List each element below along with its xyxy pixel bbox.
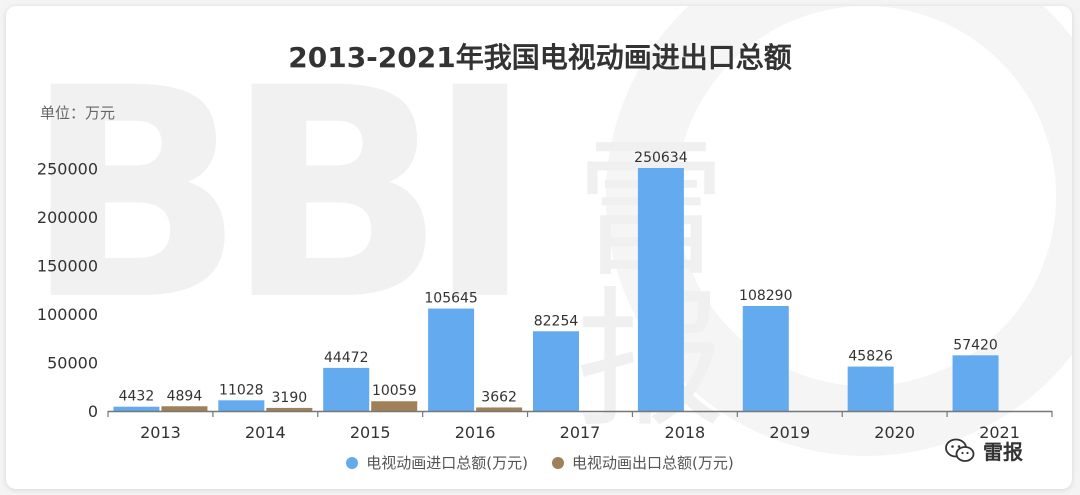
- y-tick-label: 150000: [37, 257, 98, 276]
- bar-import-2021[interactable]: [952, 355, 999, 411]
- y-tick-label: 200000: [37, 208, 98, 227]
- bar-import-2020[interactable]: [847, 366, 894, 411]
- legend-item-export[interactable]: 电视动画出口总额(万元): [552, 452, 734, 473]
- data-label: 45826: [848, 349, 893, 365]
- legend-item-import[interactable]: 电视动画进口总额(万元): [346, 452, 528, 473]
- data-label: 44472: [324, 350, 369, 366]
- y-tick-label: 100000: [37, 305, 98, 324]
- chart-card: BBI 雷报: [6, 6, 1072, 489]
- x-tick-label: 2015: [350, 423, 391, 442]
- x-tick-label: 2014: [245, 423, 286, 442]
- bar-import-2016[interactable]: [428, 308, 475, 411]
- y-tick-label: 0: [88, 402, 98, 421]
- bar-import-2018[interactable]: [637, 168, 684, 411]
- y-tick-label: 250000: [37, 160, 98, 179]
- legend-swatch-export: [552, 456, 564, 469]
- data-label: 108290: [739, 288, 792, 304]
- legend-label-export: 电视动画出口总额(万元): [572, 454, 734, 472]
- data-label: 57420: [953, 337, 998, 353]
- bar-import-2017[interactable]: [533, 331, 579, 411]
- bar-import-2015[interactable]: [323, 367, 370, 411]
- x-tick-label: 2016: [455, 423, 496, 442]
- data-label: 3190: [272, 390, 308, 406]
- bar-export-2016[interactable]: [476, 407, 523, 411]
- wechat-icon: [945, 438, 975, 462]
- bar-export-2014[interactable]: [266, 407, 313, 411]
- legend-swatch-import: [346, 456, 359, 469]
- bar-import-2014[interactable]: [218, 400, 265, 411]
- data-label: 250634: [634, 150, 688, 166]
- data-labels-group: 4432 4894 11028 3190 44472 10059 105645 3662 822…: [119, 150, 998, 406]
- bars-group: [113, 168, 999, 411]
- brand-badge: 雷报: [945, 436, 1023, 465]
- data-label: 82254: [534, 313, 579, 329]
- x-tick-label: 2019: [769, 423, 810, 442]
- bar-import-2013[interactable]: [113, 406, 160, 411]
- legend-label-import: 电视动画进口总额(万元): [366, 454, 528, 472]
- bar-export-2013[interactable]: [161, 406, 208, 411]
- brand-name: 雷报: [983, 440, 1023, 464]
- x-tick-label: 2018: [665, 423, 706, 442]
- bar-import-2019[interactable]: [742, 306, 789, 411]
- x-tick-label: 2013: [140, 423, 181, 442]
- x-tick-label: 2021: [979, 423, 1020, 442]
- y-tick-label: 50000: [47, 354, 98, 373]
- y-axis-ticks: 0 50000 100000 150000 200000 250000: [37, 160, 98, 421]
- data-label: 105645: [424, 291, 477, 307]
- watermark-logo: BBI: [24, 27, 534, 364]
- unit-label: 单位：万元: [40, 104, 116, 122]
- legend: 电视动画进口总额(万元) 电视动画出口总额(万元): [0, 452, 1080, 473]
- bar-export-2015[interactable]: [371, 401, 418, 411]
- data-label: 10059: [372, 383, 417, 399]
- x-axis: 2013 2014 2015 2016 2017 2018 2019 2020 2021: [107, 410, 1053, 442]
- data-label: 3662: [481, 389, 517, 405]
- x-tick-label: 2017: [560, 423, 601, 442]
- data-label: 4894: [167, 388, 203, 404]
- data-label: 11028: [219, 382, 264, 398]
- data-label: 4432: [119, 389, 155, 405]
- chart-title: 2013-2021年我国电视动画进出口总额: [288, 41, 792, 74]
- x-tick-label: 2020: [874, 423, 915, 442]
